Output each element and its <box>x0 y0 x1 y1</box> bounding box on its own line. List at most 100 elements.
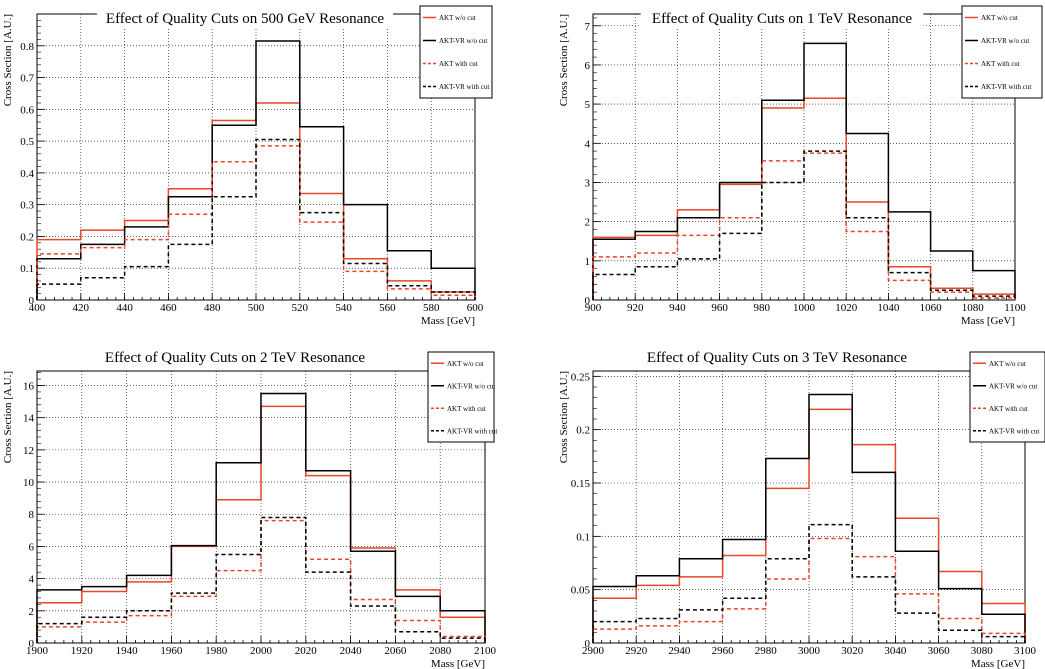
x-tick-label: 2920 <box>625 645 648 657</box>
y-tick-label: 4 <box>585 138 591 150</box>
y-tick-label: 0.7 <box>20 73 34 85</box>
y-tick-label: 0.2 <box>576 425 590 437</box>
x-tick-label: 540 <box>335 302 352 314</box>
legend-entry-label: AKT w/o cut <box>447 360 484 368</box>
y-tick-label: 12 <box>23 445 34 457</box>
x-axis-label: Mass [GeV] <box>431 658 485 669</box>
y-tick-label: 2 <box>29 606 35 618</box>
legend-entry-label: AKT-VR with cut <box>447 427 497 435</box>
x-tick-label: 920 <box>627 302 644 314</box>
y-tick-label: 3 <box>585 177 591 189</box>
chart-panel-3: 1900 1920 1940 1960 1980 2000 2020 2040 2060 2080… <box>2 348 497 669</box>
x-tick-label: 2960 <box>712 645 735 657</box>
x-tick-label: 1940 <box>116 645 139 657</box>
y-tick-label: 1 <box>585 256 591 268</box>
x-tick-label: 2060 <box>384 645 407 657</box>
x-tick-label: 480 <box>204 302 221 314</box>
x-tick-label: 3040 <box>884 645 907 657</box>
x-tick-label: 1060 <box>920 302 943 314</box>
legend-entry-label: AKT w/o cut <box>989 360 1026 368</box>
x-tick-label: 3100 <box>1014 645 1037 657</box>
legend-entry-label: AKT-VR with cut <box>981 83 1031 91</box>
chart-title: Effect of Quality Cuts on 2 TeV Resonanc… <box>105 350 365 366</box>
x-tick-label: 2980 <box>755 645 778 657</box>
histogram-series-1 <box>592 97 1016 300</box>
y-tick-label: 6 <box>29 541 35 553</box>
legend-entry-label: AKT with cut <box>447 405 486 413</box>
y-axis-label: Cross Section [A.U.] <box>558 371 570 463</box>
histogram-series-3 <box>36 519 486 643</box>
legend-entry-label: AKT w/o cut <box>439 14 476 22</box>
x-tick-label: 3000 <box>798 645 821 657</box>
x-tick-label: 460 <box>160 302 177 314</box>
histogram-series-4 <box>36 516 486 643</box>
x-tick-label: 600 <box>467 302 484 314</box>
y-tick-label: 0.05 <box>571 585 591 597</box>
x-tick-label: 2080 <box>429 645 452 657</box>
legend-entry-label: AKT-VR with cut <box>439 83 489 91</box>
x-tick-label: 2900 <box>582 645 605 657</box>
x-tick-label: 1900 <box>26 645 49 657</box>
x-tick-label: 1080 <box>962 302 985 314</box>
x-tick-label: 440 <box>116 302 133 314</box>
x-tick-label: 520 <box>292 302 309 314</box>
x-tick-label: 400 <box>29 302 46 314</box>
y-tick-label: 0 <box>585 638 591 650</box>
y-axis-label: Cross Section [A.U.] <box>2 14 14 106</box>
x-tick-label: 580 <box>423 302 440 314</box>
y-tick-label: 0 <box>585 295 591 307</box>
y-tick-label: 0.5 <box>20 136 34 148</box>
x-axis-label: Mass [GeV] <box>961 315 1015 327</box>
y-tick-label: 0.3 <box>20 200 34 212</box>
histogram-series-4 <box>592 523 1026 643</box>
legend-entry-label: AKT-VR w/o cut <box>447 382 495 390</box>
legend-entry-label: AKT-VR w/o cut <box>989 382 1037 390</box>
chart-title: Effect of Quality Cuts on 3 TeV Resonanc… <box>647 350 907 366</box>
x-tick-label: 1960 <box>160 645 183 657</box>
histogram-series-4 <box>36 138 476 300</box>
x-tick-label: 1040 <box>877 302 900 314</box>
chart-panel-4: 2900 2920 2940 2960 2980 3000 3020 3040 3060 3080… <box>558 348 1045 669</box>
x-tick-label: 1980 <box>205 645 228 657</box>
y-tick-label: 0.25 <box>571 371 591 383</box>
y-tick-label: 0.15 <box>571 478 591 490</box>
legend-entry-label: AKT with cut <box>989 405 1028 413</box>
x-tick-label: 940 <box>669 302 686 314</box>
x-tick-label: 2040 <box>340 645 363 657</box>
chart-title-box <box>635 348 919 366</box>
x-tick-label: 1920 <box>71 645 94 657</box>
y-tick-label: 0.1 <box>576 531 590 543</box>
legend-box <box>419 5 493 99</box>
y-tick-label: 0.6 <box>20 104 34 116</box>
y-tick-label: 14 <box>23 413 35 425</box>
chart-title-box <box>93 348 377 366</box>
x-tick-label: 1100 <box>1004 302 1026 314</box>
legend-entry-label: AKT w/o cut <box>981 14 1018 22</box>
y-axis-label: Cross Section [A.U.] <box>2 371 14 463</box>
x-tick-label: 980 <box>754 302 771 314</box>
histogram-series-2 <box>592 42 1016 300</box>
histogram-series-2 <box>36 40 476 300</box>
x-tick-label: 2000 <box>250 645 273 657</box>
x-tick-label: 500 <box>248 302 265 314</box>
legend-box <box>427 351 495 443</box>
chart-title: Effect of Quality Cuts on 1 TeV Resonanc… <box>652 11 912 27</box>
x-tick-label: 1000 <box>793 302 816 314</box>
y-tick-label: 0 <box>29 638 35 650</box>
y-tick-label: 6 <box>585 60 591 72</box>
histogram-series-2 <box>592 393 1026 643</box>
chart-panel-2: 900 920 940 960 980 1000 1020 1040 1060 1080 1100 0… <box>558 5 1043 327</box>
y-tick-label: 8 <box>29 509 35 521</box>
y-axis-label: Cross Section [A.U.] <box>558 14 570 106</box>
x-tick-label: 3060 <box>928 645 951 657</box>
histogram-series-3 <box>592 152 1016 300</box>
chart-title-box <box>640 9 924 27</box>
y-tick-label: 2 <box>585 217 591 229</box>
x-axis-label: Mass [GeV] <box>421 315 475 327</box>
legend-box <box>961 5 1043 99</box>
chart-title: Effect of Quality Cuts on 500 GeV Resona… <box>106 11 384 27</box>
legend-box <box>969 351 1045 443</box>
legend-entry-label: AKT-VR w/o cut <box>981 37 1029 45</box>
x-tick-label: 900 <box>585 302 602 314</box>
